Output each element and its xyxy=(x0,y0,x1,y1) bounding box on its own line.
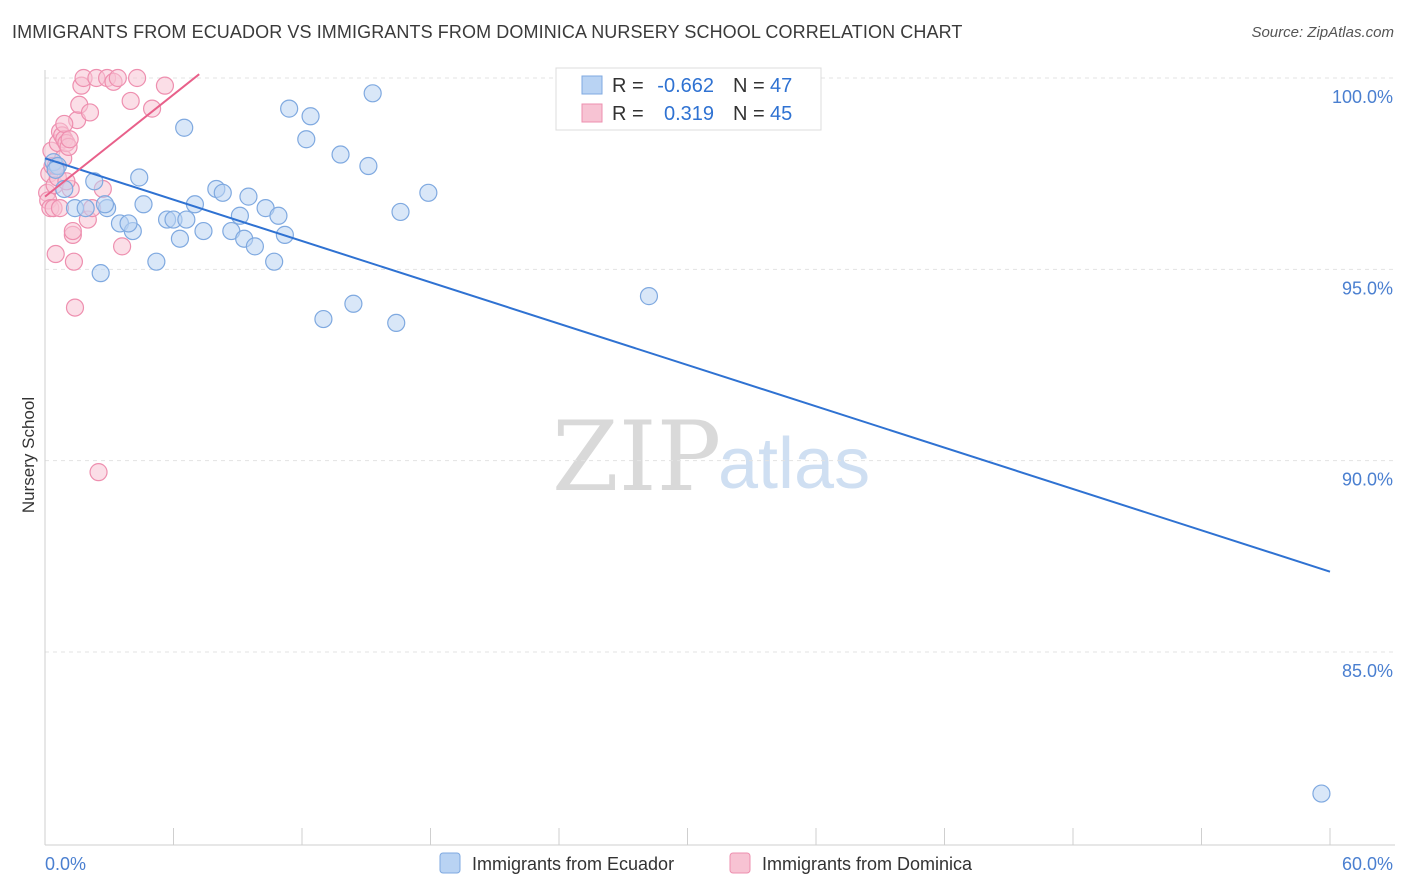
source-label: Source: ZipAtlas.com xyxy=(1251,24,1394,41)
ecuador-point xyxy=(387,313,406,333)
ecuador-point xyxy=(175,118,194,137)
stats-legend-swatch-dominica xyxy=(581,103,603,123)
x-ticks xyxy=(173,828,1331,845)
stats-legend: R = -0.662 N = 47 R = 0.319 N = 45 xyxy=(555,67,822,131)
stats-n-label-ecuador: N = xyxy=(733,75,765,97)
watermark-zip: ZIP xyxy=(552,401,721,513)
stats-n-value-ecuador: 47 xyxy=(770,75,792,97)
ecuador-point xyxy=(314,309,333,329)
legend-swatch-dominica xyxy=(729,852,751,874)
ecuador-point xyxy=(359,156,378,176)
ecuador-point xyxy=(280,99,299,118)
ecuador-point xyxy=(55,179,74,199)
ecuador-point xyxy=(134,195,153,214)
stats-legend-swatch-ecuador xyxy=(581,75,603,95)
series-ecuador-points xyxy=(44,84,1331,803)
stats-n-value-dominica: 45 xyxy=(770,103,792,125)
stats-r-label-ecuador: R = xyxy=(612,75,644,97)
ecuador-point xyxy=(331,145,350,164)
dominica-point xyxy=(108,68,127,88)
ecuador-point xyxy=(119,214,138,233)
series-legend: Immigrants from Ecuador Immigrants from … xyxy=(439,852,973,874)
y-tick-label: 90.0% xyxy=(1342,470,1393,490)
stats-n-label-dominica: N = xyxy=(733,103,765,125)
dominica-point xyxy=(46,244,65,264)
ecuador-point xyxy=(245,237,264,256)
y-axis-label: Nursery School xyxy=(19,397,38,513)
dominica-point xyxy=(80,103,100,122)
ecuador-point xyxy=(269,206,288,225)
grid-lines xyxy=(45,77,1395,653)
ecuador-point xyxy=(344,294,363,313)
x-tick-label-right: 60.0% xyxy=(1342,854,1393,874)
y-tick-label: 100.0% xyxy=(1332,87,1393,107)
dominica-trend-line xyxy=(44,73,200,198)
ecuador-point xyxy=(391,202,410,222)
ecuador-point xyxy=(76,199,95,218)
dominica-point xyxy=(155,76,175,95)
ecuador-point xyxy=(419,183,438,202)
ecuador-point xyxy=(213,183,232,202)
legend-label-dominica: Immigrants from Dominica xyxy=(762,854,973,874)
y-tick-label: 95.0% xyxy=(1342,278,1393,298)
ecuador-point xyxy=(177,210,196,229)
ecuador-point xyxy=(147,252,166,271)
y-tick-label: 85.0% xyxy=(1342,661,1393,681)
ecuador-point xyxy=(1312,784,1331,803)
ecuador-point xyxy=(130,168,149,187)
dominica-point xyxy=(127,68,147,88)
ecuador-point xyxy=(85,172,104,191)
ecuador-point xyxy=(239,187,258,206)
dominica-point xyxy=(64,252,84,271)
legend-swatch-ecuador xyxy=(439,852,461,874)
dominica-point xyxy=(63,221,82,241)
stats-r-value-dominica: 0.319 xyxy=(658,103,714,125)
ecuador-point xyxy=(91,264,110,283)
ecuador-point xyxy=(297,130,316,149)
dominica-point xyxy=(60,130,79,149)
watermark-atlas: atlas xyxy=(718,424,870,504)
dominica-point xyxy=(112,237,132,256)
trend-lines xyxy=(44,73,1331,573)
ecuador-point xyxy=(639,287,659,306)
ecuador-point xyxy=(170,229,190,248)
ecuador-point xyxy=(194,221,213,241)
ecuador-point xyxy=(363,84,382,103)
dominica-point xyxy=(142,99,162,118)
ecuador-point xyxy=(95,195,115,214)
stats-r-label-dominica: R = xyxy=(612,103,644,125)
ecuador-trend-line xyxy=(44,157,1331,573)
ecuador-point xyxy=(301,107,320,126)
x-tick-label-left: 0.0% xyxy=(45,854,86,874)
dominica-point xyxy=(55,114,74,134)
stats-r-value-ecuador: -0.662 xyxy=(657,75,714,97)
dominica-point xyxy=(121,91,140,111)
y-tick-labels: 100.0% 95.0% 90.0% 85.0% xyxy=(1332,87,1393,681)
chart-title: IMMIGRANTS FROM ECUADOR VS IMMIGRANTS FR… xyxy=(12,22,963,42)
legend-label-ecuador: Immigrants from Ecuador xyxy=(472,854,674,874)
dominica-point xyxy=(65,298,85,317)
dominica-point xyxy=(89,463,108,482)
ecuador-point xyxy=(265,252,284,271)
